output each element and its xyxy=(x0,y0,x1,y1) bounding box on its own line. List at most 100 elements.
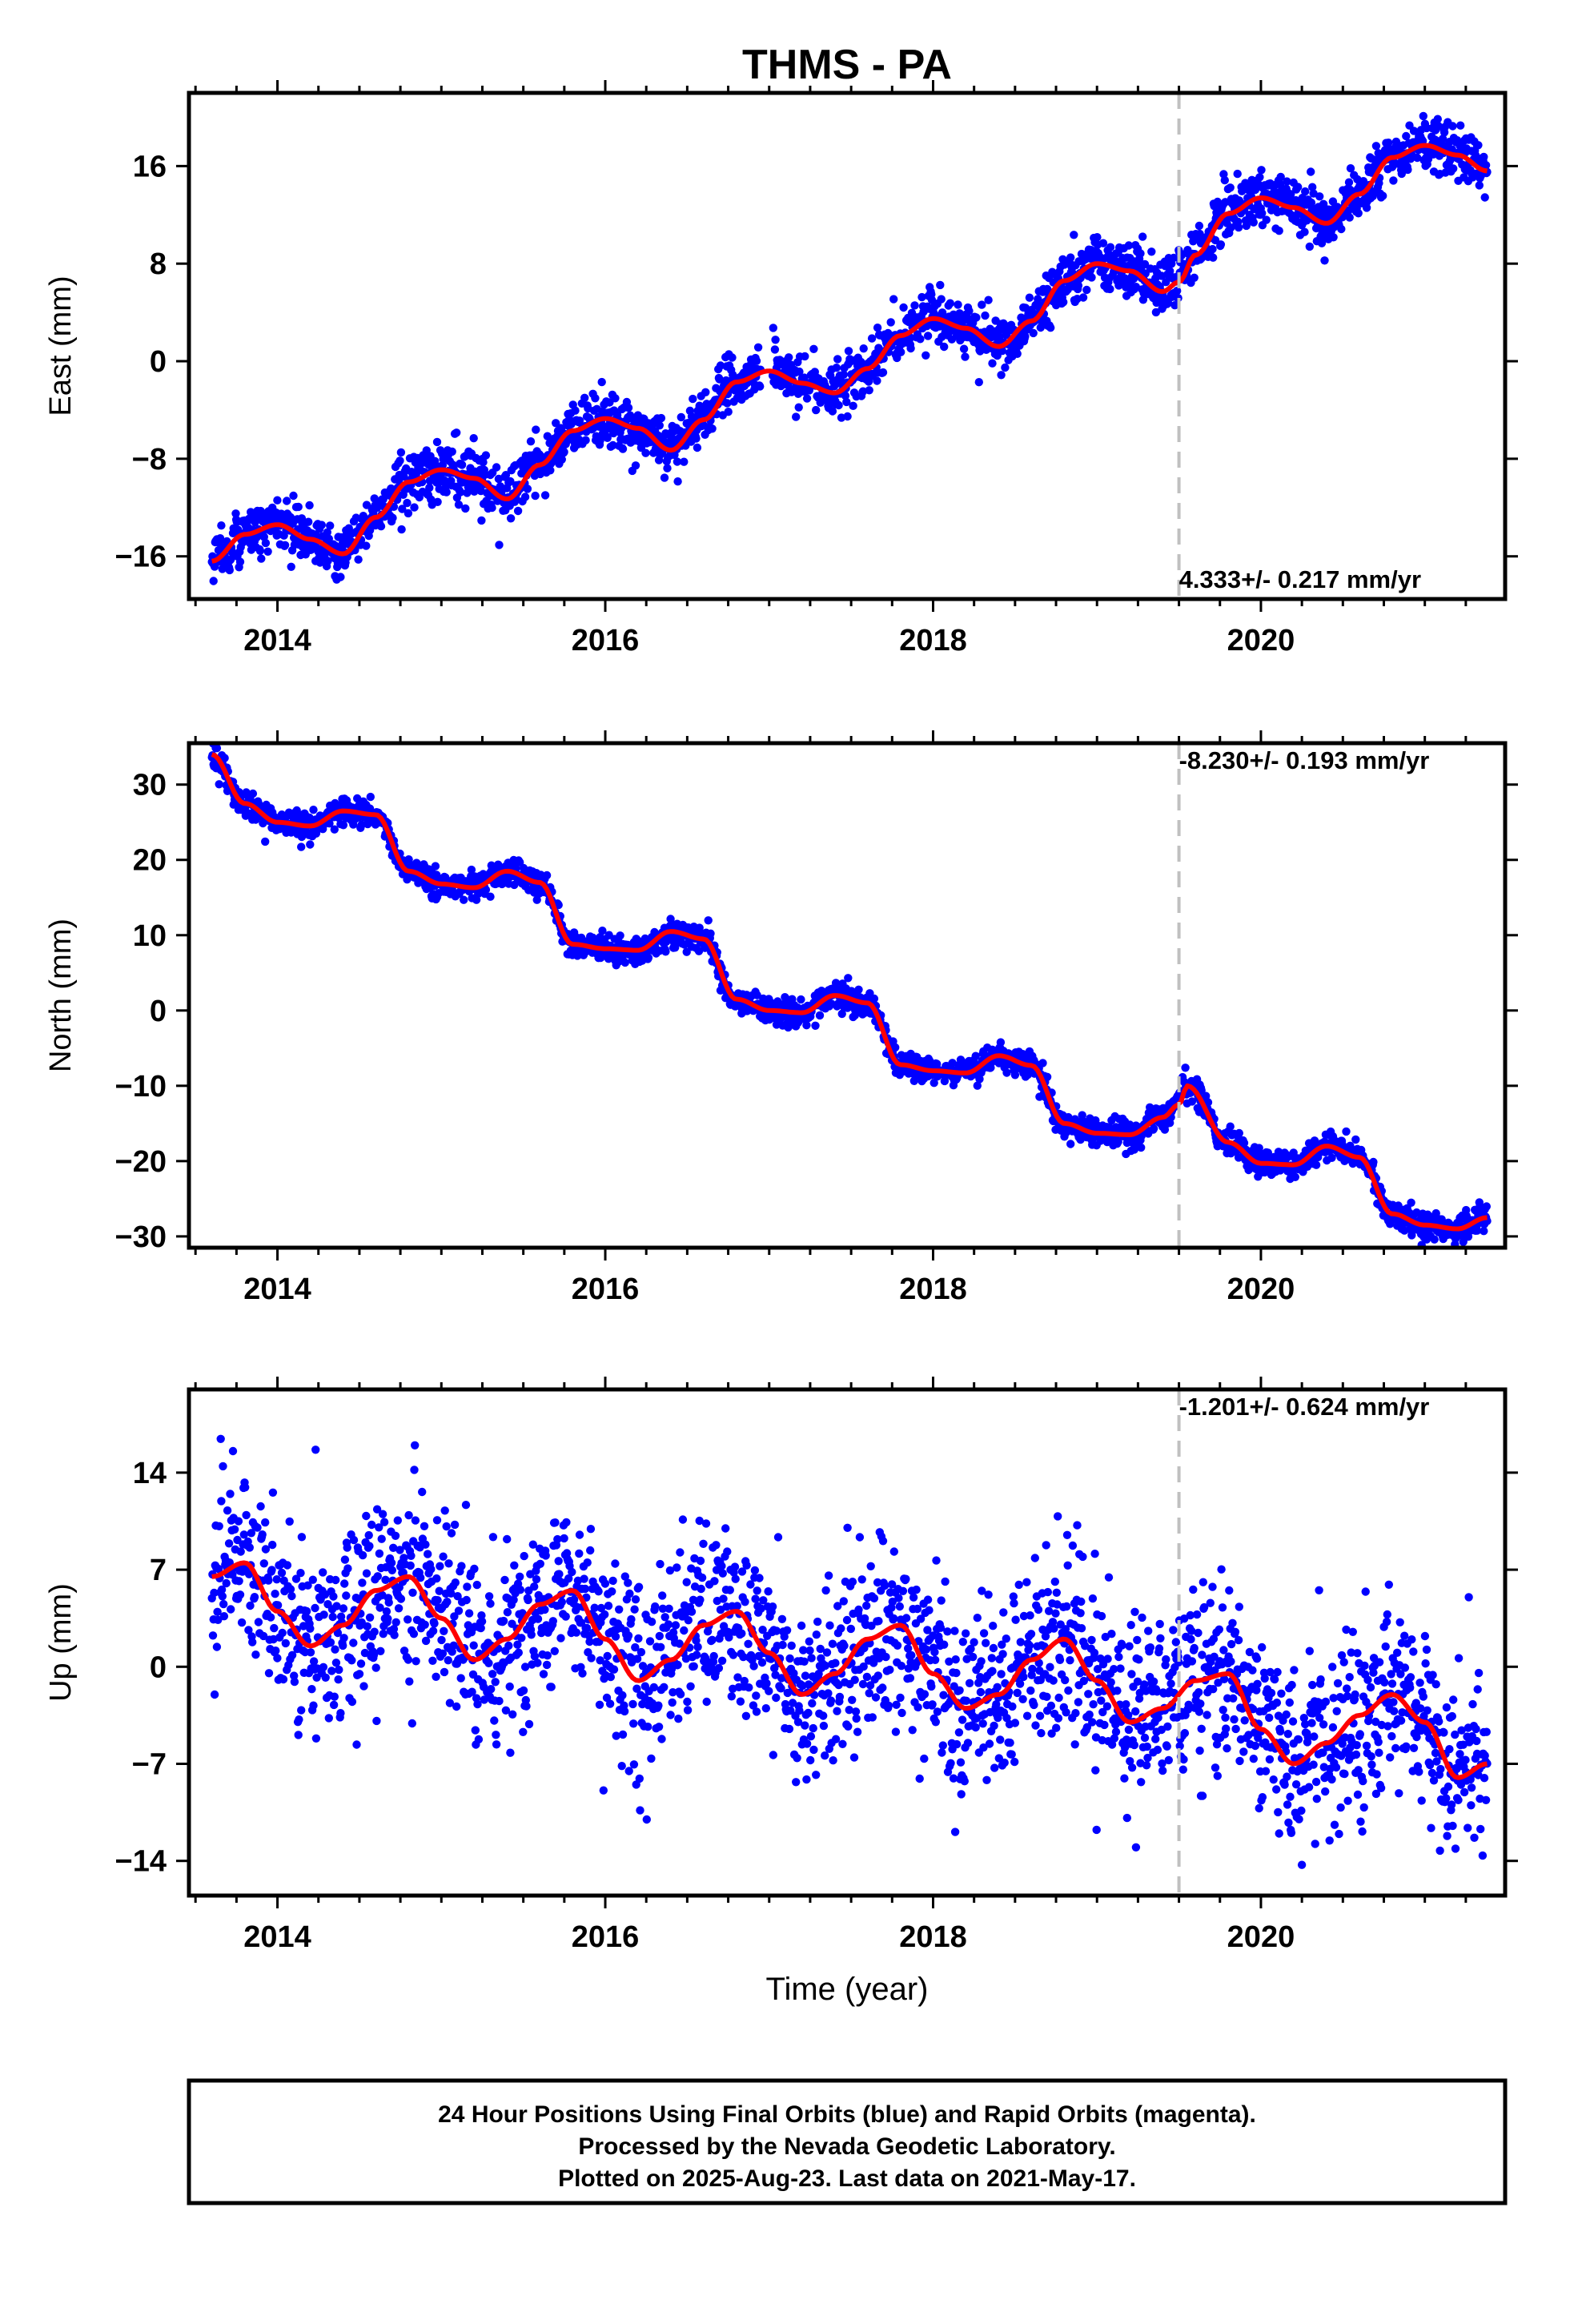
north-model-fit-line xyxy=(211,752,1488,1232)
east-point xyxy=(792,412,801,421)
north-point xyxy=(486,892,495,901)
north-point xyxy=(1181,1063,1190,1072)
north-point xyxy=(431,862,440,870)
east-point xyxy=(624,404,633,412)
east-point xyxy=(477,516,486,525)
east-point xyxy=(618,444,628,453)
north-y-tick-label: −30 xyxy=(115,1220,167,1254)
east-point xyxy=(655,421,664,430)
east-point xyxy=(834,400,843,410)
east-point xyxy=(1078,293,1088,302)
up-point xyxy=(326,1638,335,1647)
up-point xyxy=(295,1715,303,1724)
east-point xyxy=(978,300,986,309)
east-point xyxy=(376,522,386,531)
north-point xyxy=(1078,1111,1086,1120)
north-point xyxy=(1239,1139,1249,1148)
north-point xyxy=(996,1038,1006,1047)
east-point xyxy=(841,391,850,400)
east-point xyxy=(785,353,793,362)
east-point xyxy=(1074,281,1083,290)
east-point xyxy=(812,405,821,415)
east-point xyxy=(770,345,780,354)
up-point xyxy=(224,1539,234,1548)
up-point xyxy=(250,1593,259,1602)
east-point xyxy=(218,565,227,573)
east-point xyxy=(580,393,589,402)
up-point xyxy=(259,1559,268,1568)
east-point xyxy=(506,514,516,523)
east-point xyxy=(771,336,780,344)
north-point xyxy=(598,927,607,935)
east-point xyxy=(1317,239,1327,247)
east-point xyxy=(878,368,888,377)
east-point xyxy=(631,461,640,470)
east-point xyxy=(1190,273,1199,282)
east-point xyxy=(1242,221,1251,231)
north-point xyxy=(554,900,563,910)
east-point xyxy=(1480,193,1489,202)
up-point xyxy=(309,1657,319,1666)
east-point xyxy=(304,517,313,526)
up-point xyxy=(216,1434,225,1444)
up-point xyxy=(296,1569,305,1578)
east-point xyxy=(1283,177,1291,186)
up-point xyxy=(332,1602,341,1610)
east-point xyxy=(1170,301,1179,310)
east-point xyxy=(1262,215,1271,224)
north-point xyxy=(220,754,229,762)
up-point xyxy=(233,1535,242,1545)
up-point xyxy=(259,1631,268,1641)
north-point xyxy=(930,1079,938,1088)
east-point xyxy=(591,394,600,403)
east-point xyxy=(611,394,620,403)
east-point xyxy=(396,456,404,465)
north-x-tick-label: 2020 xyxy=(1227,1273,1295,1306)
east-point xyxy=(1082,285,1091,295)
east-point xyxy=(680,457,689,466)
east-point xyxy=(552,419,560,428)
east-point xyxy=(1124,241,1134,250)
up-point xyxy=(223,1506,232,1515)
up-point xyxy=(245,1543,254,1552)
north-point xyxy=(1291,1172,1300,1182)
east-point xyxy=(1475,181,1484,190)
east-point xyxy=(398,505,407,513)
east-point xyxy=(231,509,240,518)
east-point xyxy=(1129,274,1138,283)
east-point xyxy=(1480,152,1488,162)
up-point xyxy=(217,1497,226,1506)
east-point xyxy=(1226,183,1235,192)
east-point xyxy=(673,477,682,486)
east-point xyxy=(305,501,314,510)
east-point xyxy=(1275,180,1285,189)
east-point xyxy=(867,334,877,343)
east-point xyxy=(689,394,697,404)
east-point xyxy=(557,455,566,464)
up-point xyxy=(236,1547,245,1556)
up-point xyxy=(239,1530,248,1539)
north-point xyxy=(1149,1124,1158,1133)
east-y-tick-label: 16 xyxy=(133,150,167,183)
north-point xyxy=(706,929,715,939)
east-point xyxy=(560,448,568,456)
up-point xyxy=(272,1575,281,1584)
north-point xyxy=(1114,1137,1122,1146)
east-point xyxy=(954,300,962,309)
east-point xyxy=(403,498,412,508)
east-point xyxy=(1419,111,1428,121)
east-point xyxy=(1013,349,1022,358)
north-point xyxy=(325,818,334,828)
east-point xyxy=(410,503,419,512)
east-point xyxy=(1294,183,1303,191)
east-point xyxy=(1046,324,1055,332)
east-point xyxy=(1195,221,1204,231)
east-point xyxy=(673,457,682,466)
north-point xyxy=(357,820,366,830)
east-point xyxy=(523,485,532,493)
up-point xyxy=(273,1601,283,1610)
east-point xyxy=(1234,223,1243,232)
north-point xyxy=(948,1059,957,1068)
east-point xyxy=(1114,281,1123,290)
